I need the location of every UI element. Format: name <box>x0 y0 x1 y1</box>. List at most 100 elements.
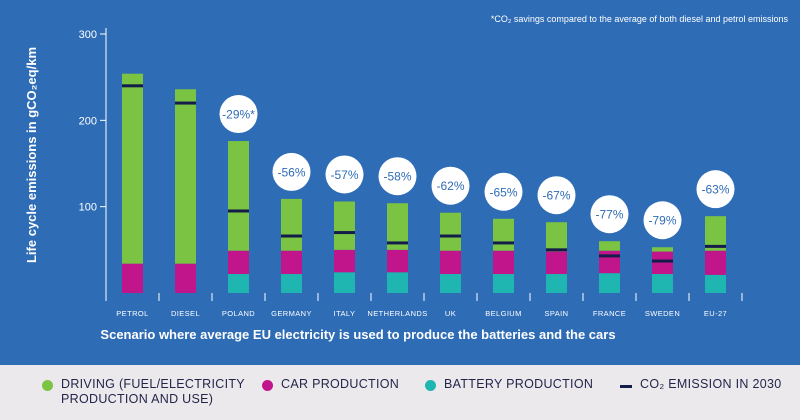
co2-2030-marker <box>705 244 726 248</box>
bar-segment-driving <box>599 241 620 251</box>
savings-badge <box>696 170 735 209</box>
savings-label: -67% <box>542 189 570 203</box>
savings-label: -79% <box>648 214 676 228</box>
x-tick-label: SWEDEN <box>645 309 680 318</box>
bar-segment-car <box>281 250 302 275</box>
savings-badge <box>325 155 364 194</box>
bar-segment-driving <box>122 73 143 264</box>
bar-segment-car <box>334 249 355 273</box>
savings-label: -62% <box>436 179 464 193</box>
savings-badge <box>643 201 682 240</box>
savings-badge <box>219 95 258 134</box>
bar-segment-battery <box>599 273 620 293</box>
x-tick-label: FRANCE <box>593 309 626 318</box>
legend-item-co2-2030: CO₂ EMISSION IN 2030 <box>620 377 781 392</box>
bar-segment-battery <box>440 274 461 293</box>
bar-segment-driving <box>705 216 726 251</box>
legend-label-driving: DRIVING (FUEL/ELECTRICITY PRODUCTION AND… <box>61 377 245 406</box>
co2-2030-markers <box>122 84 726 263</box>
bar-segment-driving <box>493 218 514 251</box>
bar-segment-car <box>440 250 461 275</box>
bar-segment-car <box>493 250 514 275</box>
legend-swatch-car-production <box>262 380 273 391</box>
co2-2030-marker <box>334 231 355 235</box>
co2-2030-marker <box>493 241 514 245</box>
legend-item-battery-production: BATTERY PRODUCTION <box>425 377 593 392</box>
legend-swatch-battery-production <box>425 380 436 391</box>
legend: DRIVING (FUEL/ELECTRICITY PRODUCTION AND… <box>0 365 800 420</box>
bar-segment-car <box>228 250 249 275</box>
savings-label: -77% <box>595 208 623 222</box>
x-axis-title: Scenario where average EU electricity is… <box>100 327 615 342</box>
x-tick-labels: PETROL DIESEL POLAND GERMANY ITALY NETHERLAND… <box>116 309 727 318</box>
bar-segment-car <box>599 250 620 274</box>
bar-segment-driving <box>334 201 355 250</box>
legend-item-car-production: CAR PRODUCTION <box>262 377 399 392</box>
savings-badge <box>431 166 470 205</box>
bar-segment-battery <box>334 272 355 293</box>
savings-label: -57% <box>330 168 358 182</box>
bar-segment-car <box>175 263 196 293</box>
savings-badges: -29%* -56% -57% -58% -62% -65% -67% -77% -79% -63… <box>219 95 735 240</box>
y-tick-label: 300 <box>79 29 97 41</box>
bar-segment-driving <box>387 203 408 250</box>
y-axis-title: Life cycle emissions in gCO₂eq/km <box>24 47 39 263</box>
savings-badge <box>537 176 576 215</box>
savings-badge <box>272 152 311 191</box>
savings-badge <box>484 172 523 211</box>
co2-2030-marker <box>652 259 673 263</box>
chart-panel: *CO₂ savings compared to the average of … <box>0 0 800 365</box>
bar-segment-driving <box>440 212 461 251</box>
bar-segment-car <box>546 251 567 275</box>
bar-segment-driving <box>652 247 673 252</box>
co2-2030-marker <box>387 241 408 245</box>
x-tick-label: UK <box>445 309 456 318</box>
x-tick-label: BELGIUM <box>485 309 522 318</box>
x-tick-label: GERMANY <box>271 309 312 318</box>
bar-segment-driving <box>546 222 567 252</box>
x-tick-label: POLAND <box>222 309 255 318</box>
bar-segment-car <box>122 263 143 293</box>
bar-segment-driving <box>228 141 249 251</box>
axes: 100 200 300 <box>79 28 743 301</box>
y-tick-label: 200 <box>79 115 97 127</box>
x-tick-label: NETHERLANDS <box>367 309 427 318</box>
bar-segment-battery <box>493 274 514 293</box>
legend-swatch-co2-2030 <box>620 385 632 388</box>
x-tick-label: EU-27 <box>704 309 727 318</box>
legend-label-co2-2030: CO₂ EMISSION IN 2030 <box>640 377 782 391</box>
co2-2030-marker <box>546 248 567 252</box>
savings-label: -63% <box>701 183 729 197</box>
savings-label: -58% <box>383 170 411 184</box>
legend-item-driving: DRIVING (FUEL/ELECTRICITY PRODUCTION AND… <box>42 377 245 407</box>
x-tick-label: ITALY <box>334 309 356 318</box>
legend-label-car-production: CAR PRODUCTION <box>281 377 400 391</box>
savings-label: -29%* <box>222 108 255 122</box>
bar-segment-battery <box>652 274 673 293</box>
bar-segment-driving <box>175 89 196 264</box>
savings-label: -65% <box>489 185 517 199</box>
legend-swatch-driving <box>42 380 53 391</box>
savings-label: -56% <box>277 165 305 179</box>
bar-segment-car <box>652 251 673 275</box>
bar-segment-battery <box>228 274 249 293</box>
co2-2030-marker <box>228 209 249 213</box>
bar-segment-car <box>387 249 408 273</box>
bar-segment-battery <box>546 274 567 293</box>
bar-segment-battery <box>387 272 408 293</box>
co2-2030-marker <box>281 234 302 238</box>
savings-badge <box>378 157 417 196</box>
bar-segment-battery <box>705 274 726 293</box>
co2-2030-marker <box>599 254 620 258</box>
y-tick-label: 100 <box>79 202 97 214</box>
footnote: *CO₂ savings compared to the average of … <box>491 14 789 24</box>
x-tick-label: SPAIN <box>545 309 569 318</box>
bar-segment-car <box>705 250 726 275</box>
legend-label-battery-production: BATTERY PRODUCTION <box>444 377 594 391</box>
x-tick-label: PETROL <box>116 309 148 318</box>
x-tick-label: DIESEL <box>171 309 200 318</box>
co2-2030-marker <box>122 84 143 88</box>
co2-2030-marker <box>440 234 461 238</box>
co2-2030-marker <box>175 101 196 105</box>
